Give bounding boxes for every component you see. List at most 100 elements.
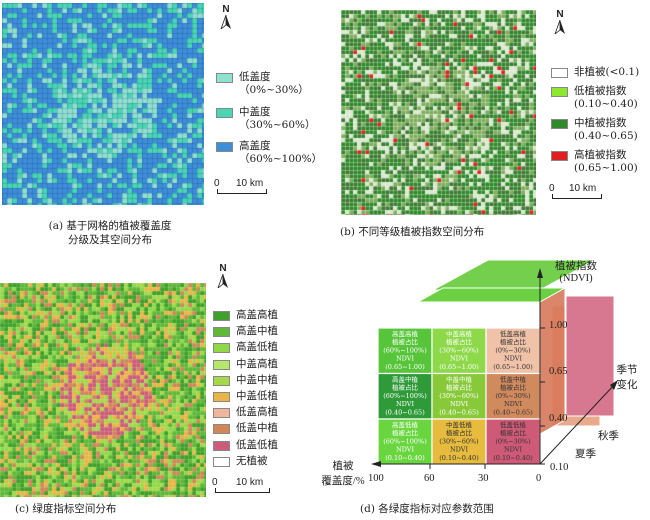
legend-item: 中盖低植 <box>213 390 278 403</box>
cell-text: (0.40~0.65) <box>493 408 533 416</box>
x-tick: 0 <box>536 473 542 484</box>
legend-item: 低植被指数 (0.10~0.40) <box>551 85 638 111</box>
swatch-high-ndvi <box>551 151 568 161</box>
y-tick: 0.65 <box>549 366 568 377</box>
north-arrow-icon: N <box>213 264 233 288</box>
cell-text: 植被占比 <box>446 337 473 346</box>
legend-item: 无植被 <box>213 455 268 468</box>
legend-item: 低盖高植 <box>213 406 278 419</box>
legend-swatch <box>213 456 230 467</box>
legend-label: 低盖低植 <box>236 438 278 451</box>
north-arrow-icon: N <box>216 5 236 29</box>
parameter-cell <box>377 372 433 420</box>
legend-label: 高盖高植 <box>236 309 278 321</box>
swatch-mid-ndvi <box>551 119 568 129</box>
x-tick: 100 <box>368 473 384 484</box>
legend-item: 中植被指数 (0.40~0.65) <box>551 117 638 143</box>
swatch-low-ndvi <box>551 87 568 97</box>
caption-a: (a) 基于网格的植被覆盖度 分级及其空间分布 <box>48 220 172 246</box>
y-tick: 1.00 <box>549 320 568 331</box>
legend-label: 低盖中植 <box>236 422 278 435</box>
parameter-cell <box>431 418 487 466</box>
scale-bar-b: 0 10 km <box>549 183 609 203</box>
swatch-low-coverage <box>216 73 233 83</box>
legend-swatch <box>213 392 230 402</box>
cell-text: 高盖中植 <box>392 375 419 384</box>
cell-text: (0.40~0.65) <box>385 408 425 416</box>
cell-text: 低盖中植 <box>500 375 527 384</box>
cell-text: NDVI <box>450 400 468 408</box>
cell-text: (60%~100%) <box>383 346 427 354</box>
cell-text: 低盖低植 <box>500 420 527 429</box>
x-tick: 30 <box>478 473 489 484</box>
legend-label: 低盖高植 <box>236 406 278 419</box>
legend-item: 中盖高植 <box>213 358 278 371</box>
caption-c: (c) 绿度指标空间分布 <box>15 503 117 515</box>
legend-swatch <box>213 343 230 354</box>
cell-text: (0.65~1.00) <box>439 363 479 371</box>
greenness-indicator-map <box>0 283 206 497</box>
y-axis-title: 植被指数 (NDVI) <box>555 261 597 284</box>
cell-text: 高盖高植 <box>392 329 419 338</box>
parameter-cell <box>377 327 433 375</box>
legend-swatch <box>213 327 230 338</box>
cell-text: (0.10~0.40) <box>385 454 425 462</box>
z-tick: 秋季 <box>598 431 619 442</box>
legend-label: 中盖中植 <box>236 373 278 386</box>
z-tick: 夏季 <box>575 449 596 460</box>
legend-item: 高盖中植 <box>213 325 278 338</box>
cell-text: 高盖低植 <box>392 420 419 429</box>
legend-swatch <box>213 375 230 386</box>
caption-b: (b) 不同等级植被指数空间分布 <box>340 226 485 238</box>
swatch-high-coverage <box>216 142 233 152</box>
cell-text: (0.65~1.00) <box>493 363 533 371</box>
legend-label: 中盖高植 <box>236 357 278 370</box>
legend-label: 高盖中植 <box>236 325 278 338</box>
legend-label: 无植被 <box>236 454 268 467</box>
cell-text: NDVI <box>504 400 522 408</box>
swatch-non-vegetation <box>551 68 568 78</box>
legend-swatch <box>213 359 230 370</box>
cell-text: 中盖低植 <box>446 420 473 429</box>
legend-item: 低盖中植 <box>213 422 278 435</box>
cell-text: NDVI <box>450 446 468 454</box>
cell-text: NDVI <box>504 355 522 363</box>
cell-text: (30%~60%) <box>439 392 479 400</box>
legend-item: 低盖低植 <box>213 439 278 452</box>
cell-text: (0.10~0.40) <box>493 454 533 462</box>
legend-swatch <box>213 311 230 321</box>
cell-text: (0.65~1.00) <box>385 363 425 371</box>
parameter-cell <box>431 327 487 375</box>
parameter-cell <box>485 372 541 420</box>
x-axis-title: 植被 覆盖度/% <box>321 461 365 487</box>
cell-text: 低盖高植 <box>500 329 527 338</box>
legend-item: 中盖度 （30%~60%） <box>216 106 315 132</box>
cell-text: 植被占比 <box>392 337 419 346</box>
cell-text: (0%~30%) <box>495 437 531 445</box>
cell-text: 植被占比 <box>446 383 473 392</box>
legend-item: 高植被指数 (0.65~1.00) <box>551 149 638 175</box>
legend-item: 非植被(<0.1) <box>551 66 639 79</box>
cell-text: 植被占比 <box>500 428 527 437</box>
cell-text: (30%~60%) <box>439 346 479 354</box>
cell-text: 植被占比 <box>500 337 527 346</box>
parameter-cube-diagram: 高盖高植植被占比(60%~100%)NDVI(0.65~1.00)中盖高植植被占… <box>371 259 618 469</box>
legend-item: 中盖中植 <box>213 374 278 387</box>
legend-label: 中盖低植 <box>236 390 278 402</box>
y-tick: 0.10 <box>550 462 569 473</box>
cell-text: 中盖高植 <box>446 329 473 338</box>
swatch-mid-coverage <box>216 108 233 118</box>
cell-text: NDVI <box>396 446 414 454</box>
cell-text: (60%~100%) <box>383 437 427 445</box>
cell-text: 植被占比 <box>500 383 527 392</box>
vegetation-index-map <box>341 10 536 215</box>
parameter-cell <box>485 418 541 466</box>
legend-item: 高盖高植 <box>213 309 278 322</box>
cell-text: (0%~30%) <box>495 346 531 354</box>
cell-text: (60%~100%) <box>383 392 427 400</box>
cell-text: 中盖中植 <box>446 375 473 384</box>
cell-text: 植被占比 <box>446 428 473 437</box>
scale-bar-a: 0 10 km <box>214 178 274 198</box>
legend-swatch <box>213 408 230 419</box>
cell-text: NDVI <box>450 355 468 363</box>
